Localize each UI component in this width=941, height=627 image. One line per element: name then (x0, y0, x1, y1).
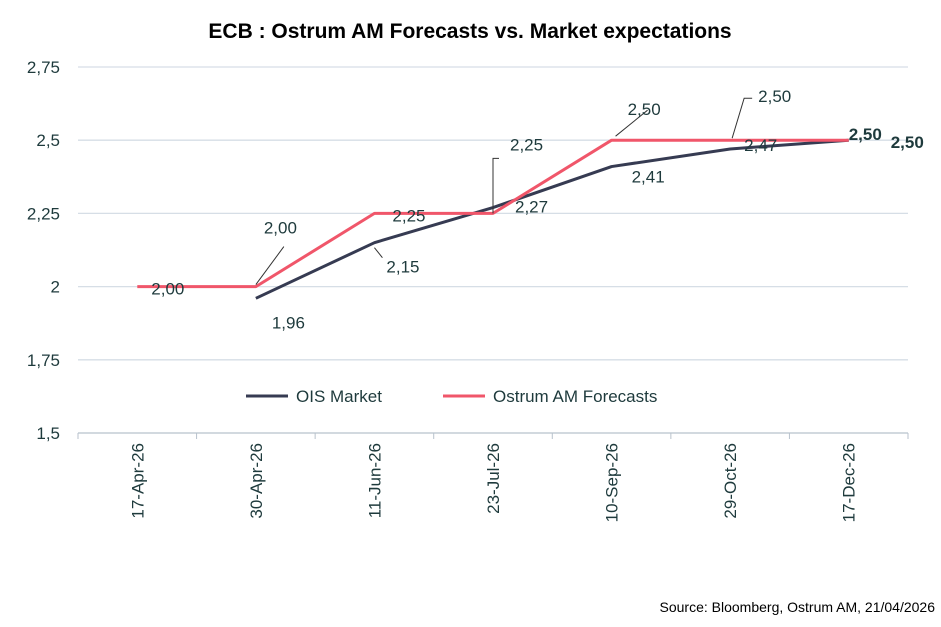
data-label: 2,47 (744, 136, 777, 155)
series-line-ois-market (255, 138, 849, 300)
data-label: 2,25 (510, 135, 543, 154)
x-tick-label: 17-Dec-26 (840, 443, 859, 522)
x-axis: 17-Apr-26 30-Apr-26 11-Jun-26 23-Jul-26 10-S… (77, 433, 909, 522)
data-label: 2,50 (891, 133, 924, 152)
x-tick-label: 11-Jun-26 (365, 443, 384, 518)
y-tick-label: 2,75 (27, 58, 60, 77)
y-tick-label: 2,25 (27, 204, 60, 223)
gridlines (78, 66, 908, 434)
data-label: 2,50 (758, 87, 791, 106)
data-label: 1,96 (272, 313, 305, 332)
y-axis: 1,5 1,75 2 2,25 2,5 2,75 (27, 58, 60, 443)
x-tick-label: 17-Apr-26 (128, 443, 147, 519)
legend-label: Ostrum AM Forecasts (493, 387, 657, 406)
data-label: 2,50 (849, 125, 882, 144)
y-tick-label: 2,5 (36, 131, 60, 150)
leader-line (492, 157, 499, 214)
data-label: 2,50 (628, 100, 661, 119)
leader-line (615, 109, 648, 137)
data-labels: 1,96 2,15 2,27 2,41 2,47 2,50 2,00 2,00 2,25 2,25… (151, 87, 924, 332)
x-tick-label: 30-Apr-26 (247, 443, 266, 519)
data-label: 2,15 (386, 258, 419, 277)
chart-title: ECB : Ostrum AM Forecasts vs. Market exp… (208, 20, 731, 43)
x-tick-label: 10-Sep-26 (603, 443, 622, 522)
data-label: 2,27 (515, 198, 548, 217)
leader-line (255, 246, 285, 285)
data-label: 2,00 (151, 280, 184, 299)
y-tick-label: 2 (51, 278, 60, 297)
data-label: 2,00 (264, 219, 297, 238)
data-label: 2,25 (392, 206, 425, 225)
y-tick-label: 1,5 (36, 424, 60, 443)
legend-label: OIS Market (296, 387, 382, 406)
data-label: 2,41 (632, 168, 665, 187)
source-note: Source: Bloomberg, Ostrum AM, 21/04/2026 (660, 599, 936, 615)
x-tick-label: 29-Oct-26 (721, 443, 740, 519)
leader-line (374, 247, 383, 258)
leader-line (731, 97, 753, 139)
y-tick-label: 1,75 (27, 351, 60, 370)
x-tick-label: 23-Jul-26 (484, 443, 503, 514)
legend: OIS Market Ostrum AM Forecasts (246, 387, 657, 406)
